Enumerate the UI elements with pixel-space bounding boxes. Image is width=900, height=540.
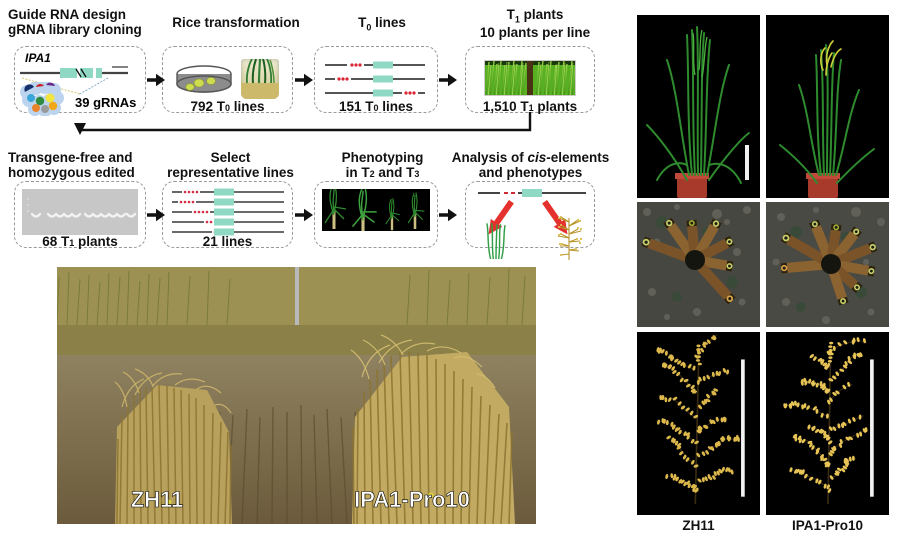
svg-text:IPA1-Pro10: IPA1-Pro10 — [354, 487, 470, 512]
svg-text:ZH11: ZH11 — [131, 487, 184, 512]
